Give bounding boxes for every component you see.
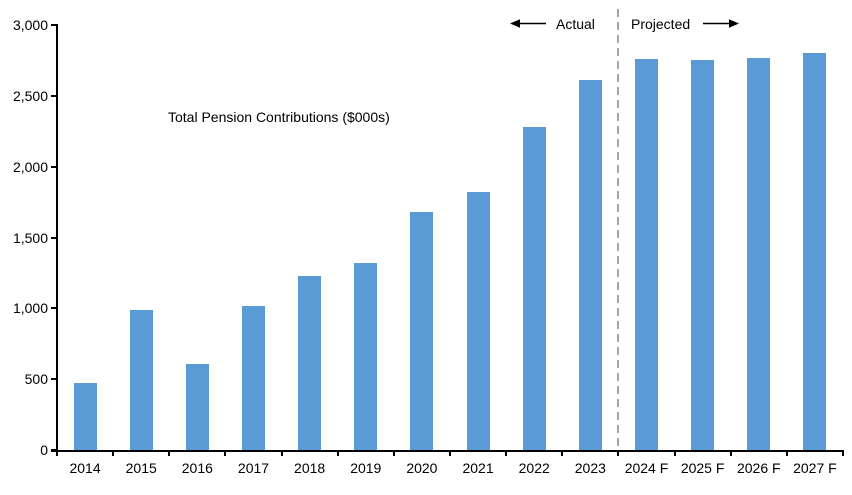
x-axis-label-2018: 2018	[294, 460, 326, 476]
x-axis-label-2015: 2015	[125, 460, 157, 476]
x-tick	[392, 450, 395, 456]
y-tick-1500	[51, 236, 57, 239]
x-tick	[449, 450, 451, 456]
projected-annotation-label: Projected	[631, 16, 691, 32]
x-tick	[112, 450, 115, 456]
y-axis-label-1000: 1,000	[12, 300, 48, 317]
x-axis-label-2019: 2019	[350, 460, 382, 476]
y-axis-label-1500: 1,500	[12, 229, 48, 246]
bar-2026-F	[747, 57, 771, 450]
x-tick	[280, 450, 283, 456]
x-tick	[842, 450, 844, 456]
x-axis-label-2023: 2023	[574, 460, 606, 476]
x-axis-label-2020: 2020	[406, 460, 438, 476]
bar-2015	[129, 309, 153, 450]
bar-2017	[242, 305, 265, 450]
bar-2027-F	[803, 53, 827, 450]
actual-annotation-label: Actual	[556, 16, 595, 32]
x-tick	[56, 450, 58, 456]
x-tick	[336, 450, 339, 456]
x-axis-label-2021: 2021	[462, 460, 494, 476]
x-tick	[785, 450, 788, 456]
x-tick	[617, 450, 620, 456]
y-axis-line	[56, 24, 58, 452]
y-tick-500	[51, 378, 57, 381]
y-tick-3000	[51, 24, 57, 26]
bar-2014	[73, 383, 97, 450]
right-arrow-icon	[703, 19, 739, 28]
bar-2016	[185, 363, 209, 450]
x-axis-label-2027-F: 2027 F	[793, 460, 837, 476]
x-axis-label-2017: 2017	[237, 460, 270, 476]
x-tick	[505, 450, 508, 456]
y-tick-0	[51, 449, 57, 451]
x-tick	[729, 450, 732, 456]
y-tick-2500	[51, 94, 57, 97]
x-tick	[561, 450, 564, 456]
x-axis-label-2022: 2022	[518, 460, 550, 476]
bar-2019	[354, 263, 378, 450]
y-axis-label-500: 500	[24, 371, 48, 388]
x-axis-label-2025-F: 2025 F	[680, 460, 725, 476]
legend-swatch-icon	[151, 112, 162, 123]
bar-2021	[466, 192, 490, 450]
x-axis-line	[51, 450, 843, 452]
y-axis-label-2500: 2,500	[12, 87, 48, 104]
x-axis-label-2014: 2014	[69, 460, 101, 476]
bar-2018	[298, 275, 322, 450]
bar-2023	[578, 80, 602, 450]
x-axis-label-2016: 2016	[181, 460, 213, 476]
left-arrow-icon	[510, 19, 546, 28]
actual-projected-divider-line	[617, 9, 620, 450]
bar-2020	[410, 212, 434, 450]
legend: Total Pension Contributions ($000s)	[151, 109, 390, 125]
legend-label: Total Pension Contributions ($000s)	[168, 109, 390, 125]
y-axis-label-0: 0	[40, 442, 48, 458]
x-axis-label-2024-F: 2024 F	[624, 460, 669, 476]
bar-2025-F	[691, 60, 715, 450]
x-tick	[168, 450, 171, 456]
y-tick-2000	[51, 165, 57, 168]
x-tick	[673, 450, 676, 456]
x-tick	[224, 450, 227, 456]
x-axis-label-2026-F: 2026 F	[736, 460, 781, 476]
bar-2022	[522, 127, 546, 450]
bar-2024-F	[635, 59, 658, 450]
y-axis-label-2000: 2,000	[12, 158, 48, 175]
y-tick-1000	[51, 307, 57, 310]
y-axis-label-3000: 3,000	[12, 17, 48, 33]
